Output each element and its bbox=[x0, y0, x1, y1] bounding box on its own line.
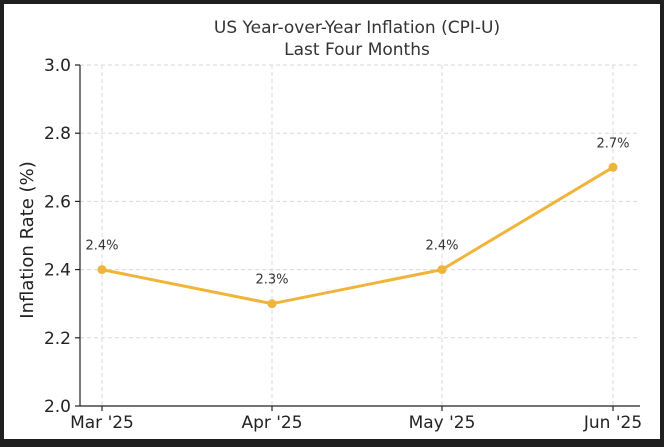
chart-title: US Year-over-Year Inflation (CPI-U) bbox=[214, 18, 500, 38]
y-tick-label: 2.0 bbox=[44, 397, 71, 417]
data-label: 2.7% bbox=[596, 136, 629, 151]
data-point bbox=[437, 265, 447, 275]
y-tick-label: 3.0 bbox=[44, 56, 71, 76]
data-labels: 2.4% 2.3% 2.4% 2.7% bbox=[85, 136, 629, 287]
x-tick-label: Apr '25 bbox=[241, 413, 302, 433]
line-chart: US Year-over-Year Inflation (CPI-U) Last… bbox=[17, 18, 642, 433]
chart-frame: US Year-over-Year Inflation (CPI-U) Last… bbox=[4, 4, 660, 439]
data-label: 2.4% bbox=[85, 239, 118, 254]
y-tick-label: 2.6 bbox=[44, 192, 71, 212]
chart-subtitle: Last Four Months bbox=[284, 40, 430, 60]
series-line bbox=[101, 166, 614, 306]
y-tick-label: 2.2 bbox=[44, 329, 71, 349]
data-point bbox=[608, 162, 618, 172]
x-tick-label: May '25 bbox=[409, 413, 476, 433]
x-tick-label: Mar '25 bbox=[70, 413, 134, 433]
x-tick-label: Jun '25 bbox=[583, 413, 642, 433]
tick-labels: 2.0 2.2 2.4 2.6 2.8 3.0 Mar '25 Apr '25 May '25 J… bbox=[44, 56, 642, 433]
y-axis-label: Inflation Rate (%) bbox=[17, 161, 38, 318]
data-point bbox=[267, 299, 277, 309]
y-tick-label: 2.4 bbox=[44, 261, 71, 281]
axes bbox=[75, 64, 640, 411]
data-label: 2.3% bbox=[255, 273, 288, 288]
y-tick-label: 2.8 bbox=[44, 124, 71, 144]
series bbox=[97, 162, 618, 309]
grid bbox=[80, 64, 640, 406]
data-label: 2.4% bbox=[425, 239, 458, 254]
data-point bbox=[97, 265, 107, 275]
